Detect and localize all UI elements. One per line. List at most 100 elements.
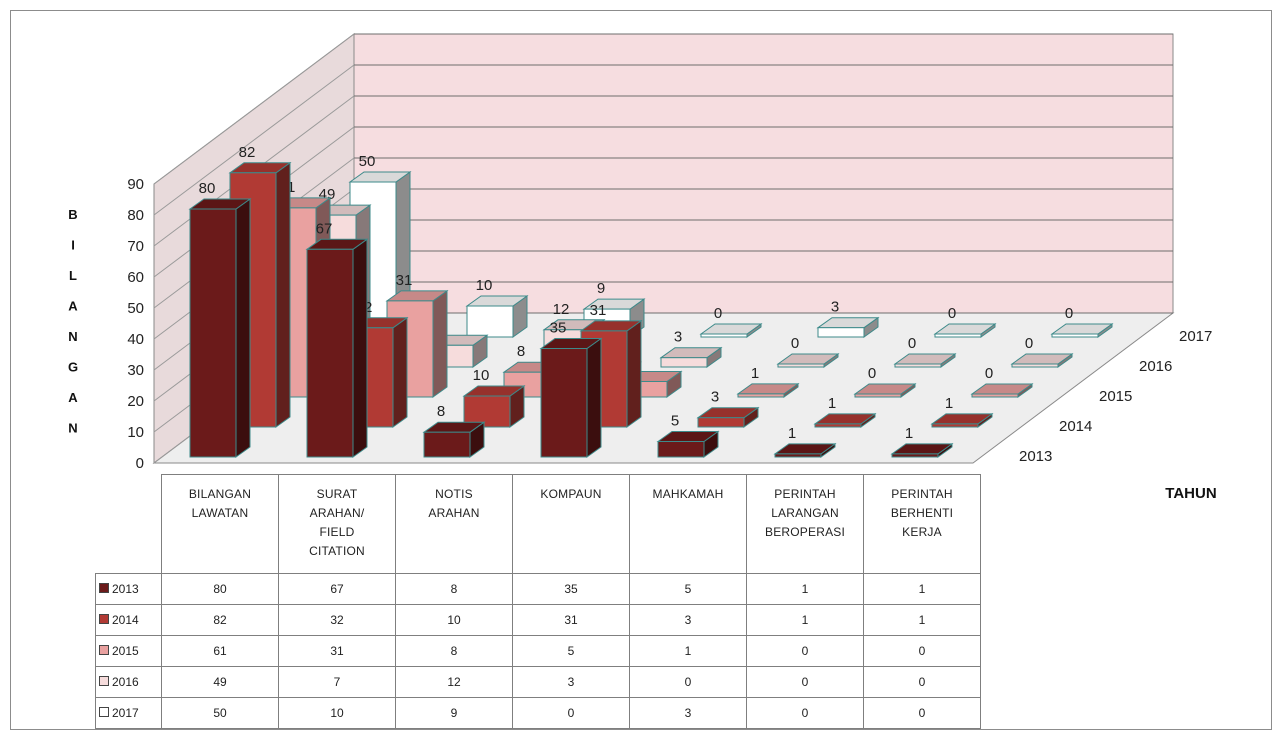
table-cell: 35 — [512, 573, 630, 605]
legend-swatch — [99, 583, 109, 593]
y-tick-label: 60 — [127, 269, 144, 286]
data-label: 1 — [751, 365, 759, 382]
bar — [466, 305, 514, 338]
data-label: 10 — [473, 367, 490, 384]
table-cell: 12 — [395, 666, 513, 698]
table-cell: 7 — [278, 666, 396, 698]
bar-side — [275, 161, 291, 428]
x-axis-title: TAHUN — [1165, 485, 1216, 502]
y-tick-label: 0 — [136, 455, 144, 472]
bar — [854, 393, 902, 398]
legend-label: 2016 — [112, 675, 139, 689]
legend-key: 2013 — [95, 573, 162, 605]
data-label: 31 — [590, 302, 607, 319]
bar — [777, 363, 825, 368]
legend-label: 2013 — [112, 582, 139, 596]
y-tick-label: 80 — [127, 207, 144, 224]
table-cell: 0 — [863, 666, 981, 698]
data-label: 82 — [239, 144, 256, 161]
y-axis-label-letter: A — [68, 390, 78, 405]
bar — [423, 431, 471, 458]
bar-side — [392, 316, 408, 428]
y-axis-label-letter: L — [69, 268, 77, 283]
y-axis-label-letter: G — [68, 360, 78, 375]
data-label: 1 — [788, 425, 796, 442]
table-cell: 3 — [629, 604, 747, 636]
y-axis-label-letter: I — [71, 238, 75, 253]
bar-side — [586, 337, 602, 458]
table-cell: 31 — [512, 604, 630, 636]
series-depth-label: 2014 — [1059, 418, 1092, 435]
data-label: 3 — [711, 389, 719, 406]
data-label: 0 — [1025, 335, 1033, 352]
legend-label: 2015 — [112, 644, 139, 658]
table-cell: 61 — [161, 635, 279, 667]
table-row: 2013 80 67 8 35 5 1 1 — [95, 573, 981, 605]
y-axis-label-letter: B — [68, 207, 77, 222]
series-depth-label: 2015 — [1099, 388, 1132, 405]
data-label: 3 — [674, 329, 682, 346]
y-tick-label: 50 — [127, 300, 144, 317]
legend-label: 2014 — [112, 613, 139, 627]
bar — [971, 393, 1019, 398]
side-gridline — [153, 33, 355, 185]
data-label: 0 — [1065, 305, 1073, 322]
table-cell: 0 — [746, 635, 864, 667]
table-header-row: BILANGAN LAWATAN SURAT ARAHAN/FIELD CITATION… — [96, 474, 981, 574]
chart-frame: 0102030405060708090BILANGAN5010903004971… — [10, 10, 1272, 730]
table-cell: 80 — [161, 573, 279, 605]
y-axis-label-letter: N — [68, 421, 77, 436]
y-tick-label: 90 — [127, 176, 144, 193]
bar — [700, 333, 748, 338]
data-label: 31 — [396, 272, 413, 289]
data-label: 0 — [908, 335, 916, 352]
data-label: 1 — [905, 425, 913, 442]
data-label: 0 — [714, 305, 722, 322]
data-label: 35 — [550, 320, 567, 337]
table-cell: 0 — [746, 666, 864, 698]
category-label: SURAT ARAHAN/FIELD CITATION — [278, 474, 396, 574]
table-row: 2014 82 32 10 31 3 1 1 — [95, 604, 981, 636]
data-label: 0 — [868, 365, 876, 382]
y-tick-label: 10 — [127, 424, 144, 441]
bar — [891, 453, 939, 458]
table-cell: 32 — [278, 604, 396, 636]
bar — [306, 248, 354, 458]
table-row: 2015 61 31 8 5 1 0 0 — [95, 635, 981, 667]
bar — [660, 357, 708, 368]
table-cell: 82 — [161, 604, 279, 636]
table-cell: 3 — [512, 666, 630, 698]
chart-3d-bar: 0102030405060708090BILANGAN5010903004971… — [68, 33, 1217, 502]
data-label: 1 — [828, 395, 836, 412]
series-depth-label: 2016 — [1139, 358, 1172, 375]
y-axis-label-letter: N — [68, 329, 77, 344]
category-label: PERINTAH BERHENTI KERJA — [863, 474, 981, 574]
table-cell: 10 — [395, 604, 513, 636]
category-label: NOTIS ARAHAN — [395, 474, 513, 574]
bar-side — [432, 289, 448, 398]
back-wall — [353, 33, 1174, 314]
legend-label: 2017 — [112, 706, 139, 720]
table-cell: 0 — [863, 635, 981, 667]
legend-swatch — [99, 614, 109, 624]
data-label: 3 — [831, 299, 839, 316]
y-tick-label: 40 — [127, 331, 144, 348]
legend-swatch — [99, 707, 109, 717]
legend-key: 2014 — [95, 604, 162, 636]
series-depth-label: 2017 — [1179, 328, 1212, 345]
table-cell: 1 — [629, 635, 747, 667]
data-label: 10 — [476, 277, 493, 294]
bar — [1011, 363, 1059, 368]
table-cell: 0 — [629, 666, 747, 698]
table-cell: 1 — [863, 604, 981, 636]
table-cell: 1 — [746, 604, 864, 636]
data-table: BILANGAN LAWATAN SURAT ARAHAN/FIELD CITATION… — [95, 474, 981, 729]
data-label: 8 — [437, 403, 445, 420]
data-label: 67 — [316, 220, 333, 237]
category-label: KOMPAUN — [512, 474, 630, 574]
category-label: MAHKAMAH — [629, 474, 747, 574]
data-label: 5 — [671, 413, 679, 430]
table-cell: 5 — [629, 573, 747, 605]
data-label: 0 — [985, 365, 993, 382]
bar — [931, 423, 979, 428]
